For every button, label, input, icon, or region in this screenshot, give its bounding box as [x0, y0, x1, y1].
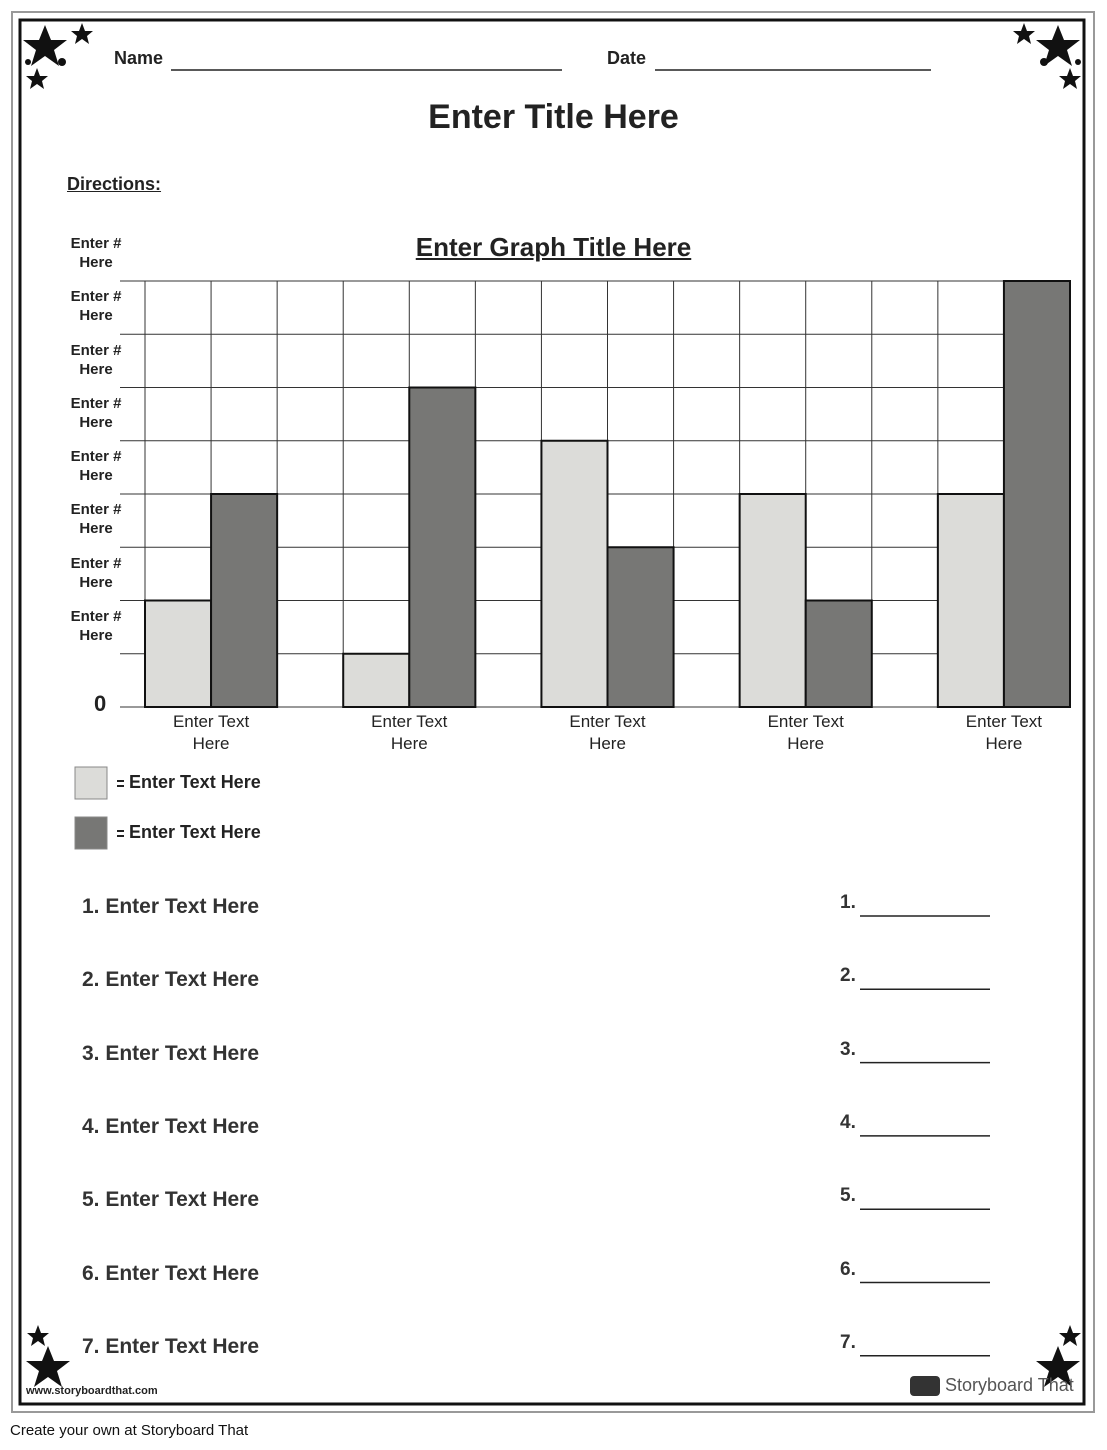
- date-label: Date: [607, 48, 647, 68]
- legend-equals: [117, 780, 124, 837]
- question: 2. Enter Text Here: [82, 968, 260, 992]
- logo-text: Storyboard That: [945, 1375, 1074, 1395]
- bar: [1002, 280, 1072, 708]
- answer-number: 3.: [840, 1038, 856, 1060]
- question: 3. Enter Text Here: [82, 1041, 260, 1065]
- question: 5. Enter Text Here: [82, 1188, 260, 1212]
- question: 1. Enter Text Here: [82, 895, 260, 918]
- y-tick-label: Enter # Here: [70, 288, 122, 325]
- x-tick-label: Enter Text Here: [569, 712, 646, 753]
- y-tick-label: Enter # Here: [70, 607, 122, 644]
- site: www.storyboardthat.com: [26, 1385, 158, 1397]
- inner-border: [18, 18, 1086, 1406]
- question: 7. Enter Text Here: [82, 1334, 260, 1358]
- answer-number: 5.: [840, 1185, 856, 1207]
- x-tick-label: Enter Text Here: [965, 712, 1043, 753]
- logo-icon: [910, 1376, 940, 1396]
- question: 6. Enter Text Here: [82, 1261, 260, 1285]
- caption: Create your own at Storyboard That: [10, 1422, 249, 1439]
- bar: [342, 652, 411, 708]
- y-tick-label: Enter # Here: [70, 341, 122, 378]
- y-tick-label: 0: [94, 691, 107, 716]
- answer-number: 2.: [840, 965, 856, 987]
- answer-number: 7.: [840, 1331, 856, 1353]
- bar: [804, 599, 873, 708]
- answer-number: 1.: [840, 892, 856, 913]
- bar: [144, 599, 213, 708]
- x-tick-label: Enter Text Here: [767, 712, 844, 753]
- y-tick-label: Enter # Here: [70, 394, 122, 431]
- answer-number: 6.: [840, 1258, 856, 1280]
- chart-title: Enter Graph Title Here: [415, 232, 692, 262]
- bar: [540, 439, 609, 708]
- name-label: Name: [114, 48, 164, 68]
- bar: [408, 386, 477, 708]
- y-tick-label: Enter # Here: [70, 554, 122, 591]
- legend-swatch: [74, 766, 108, 800]
- x-tick-label: Enter Text Here: [371, 712, 448, 753]
- outer-border: [11, 11, 1095, 1413]
- directions: Directions:: [67, 174, 162, 194]
- legend-label: Enter Text Here: [129, 772, 261, 792]
- y-tick-label: Enter # Here: [70, 448, 122, 484]
- question: 4. Enter Text Here: [82, 1114, 260, 1138]
- bar: [210, 493, 279, 708]
- bar: [936, 493, 1005, 708]
- y-tick-label: Enter # Here: [70, 235, 122, 271]
- title: Enter Title Here: [428, 98, 679, 136]
- answer-number: 4.: [840, 1111, 856, 1133]
- legend-label: Enter Text Here: [129, 822, 261, 842]
- bar: [606, 546, 675, 708]
- x-tick-label: Enter Text Here: [172, 712, 250, 753]
- legend-swatch: [74, 816, 108, 850]
- y-tick-label: Enter # Here: [70, 501, 122, 538]
- stars: [23, 23, 1081, 1387]
- bar: [738, 493, 807, 708]
